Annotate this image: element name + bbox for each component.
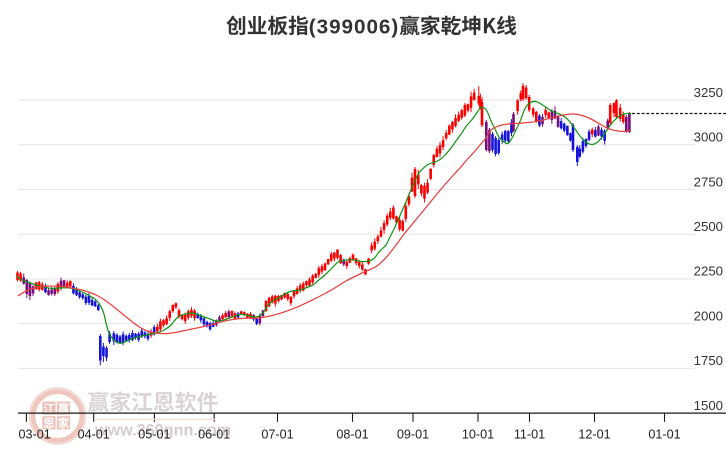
svg-text:04-01: 04-01 [78, 428, 110, 442]
svg-text:(399006): (399006) [309, 15, 399, 38]
svg-text:2500: 2500 [694, 219, 723, 234]
svg-text:03-01: 03-01 [19, 428, 51, 442]
svg-text:www.360gnn.com: www.360gnn.com [94, 422, 231, 440]
svg-text:3000: 3000 [694, 130, 723, 145]
svg-text:06-01: 06-01 [198, 428, 230, 442]
svg-text:08-01: 08-01 [336, 428, 368, 442]
svg-text:09-01: 09-01 [397, 428, 429, 442]
svg-text:2750: 2750 [694, 174, 723, 189]
svg-text:2250: 2250 [694, 264, 723, 279]
svg-text:2000: 2000 [694, 308, 723, 323]
svg-text:1750: 1750 [694, 353, 723, 368]
svg-text:1500: 1500 [694, 398, 723, 413]
svg-text:12-01: 12-01 [578, 428, 610, 442]
svg-text:3250: 3250 [694, 85, 723, 100]
svg-text:07-01: 07-01 [261, 428, 293, 442]
svg-text:01-01: 01-01 [648, 428, 680, 442]
svg-text:11-01: 11-01 [514, 428, 545, 442]
svg-text:05-01: 05-01 [138, 428, 170, 442]
svg-text:10-01: 10-01 [462, 428, 494, 442]
